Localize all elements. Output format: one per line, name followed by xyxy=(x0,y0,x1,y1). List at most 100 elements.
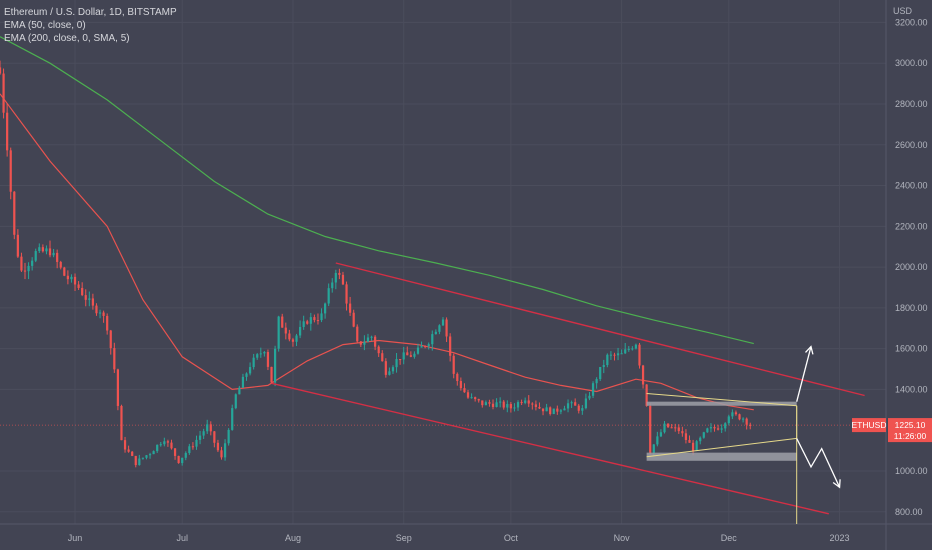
candle xyxy=(713,424,716,432)
candle-body xyxy=(649,405,652,453)
candle xyxy=(599,366,602,381)
candle xyxy=(309,312,312,331)
candle-body xyxy=(727,416,730,424)
candle xyxy=(220,446,223,460)
candle xyxy=(724,422,727,432)
candle-body xyxy=(549,407,552,415)
candle-body xyxy=(156,444,159,452)
candle xyxy=(459,377,462,391)
candle xyxy=(123,436,127,453)
candle-body xyxy=(659,432,663,437)
symbol-title: Ethereum / U.S. Dollar, 1D, BITSTAMP xyxy=(4,7,177,18)
candle xyxy=(316,313,320,325)
candle xyxy=(538,402,541,409)
candle xyxy=(191,442,195,450)
triangle-upper-line xyxy=(646,393,797,407)
candle-body xyxy=(720,428,723,430)
candle-body xyxy=(484,402,487,406)
candle xyxy=(27,262,30,280)
candle-body xyxy=(123,440,127,450)
candle-body xyxy=(252,357,255,368)
candle xyxy=(727,414,730,426)
candle-body xyxy=(677,427,680,432)
candle-body xyxy=(745,418,748,425)
candle xyxy=(456,372,459,386)
candle-body xyxy=(577,405,580,411)
candle xyxy=(377,345,380,357)
candle-body xyxy=(56,252,59,262)
candle-body xyxy=(27,265,30,272)
candle-body xyxy=(524,400,527,403)
candle-body xyxy=(338,272,341,275)
candle xyxy=(552,408,555,415)
candle xyxy=(341,271,345,286)
x-tick-label: Jun xyxy=(68,533,83,543)
candle xyxy=(56,249,59,269)
candle-body xyxy=(581,408,584,411)
candle-body xyxy=(370,336,373,338)
candle-body xyxy=(152,451,155,455)
candle-body xyxy=(9,150,12,192)
candle xyxy=(34,248,37,263)
candle xyxy=(256,353,259,360)
candle xyxy=(570,400,573,409)
candle xyxy=(206,419,209,434)
candle-body xyxy=(298,326,302,336)
candle-body xyxy=(552,408,555,415)
candle xyxy=(323,302,327,319)
candle-body xyxy=(688,439,691,443)
candle xyxy=(31,257,34,271)
candle xyxy=(238,385,241,395)
candle-body xyxy=(513,407,516,409)
candle-body xyxy=(6,112,9,151)
candle-body xyxy=(306,321,309,324)
candle xyxy=(634,343,638,350)
candle xyxy=(202,428,205,439)
candle-body xyxy=(313,317,316,321)
candle xyxy=(688,435,691,443)
candle-body xyxy=(624,349,627,354)
candle xyxy=(591,381,595,399)
candle xyxy=(602,359,605,374)
y-tick-label: 2400.00 xyxy=(895,181,928,191)
candle xyxy=(181,457,184,466)
candle xyxy=(495,398,498,408)
candle xyxy=(541,408,545,416)
candle-body xyxy=(502,401,505,408)
candle-body xyxy=(606,354,609,366)
candle xyxy=(395,352,398,373)
candle xyxy=(613,352,616,361)
candle-body xyxy=(284,327,287,334)
candle xyxy=(259,347,262,358)
candle xyxy=(677,424,680,434)
candle-body xyxy=(356,326,359,342)
candle-body xyxy=(516,402,520,408)
candle xyxy=(113,342,116,373)
candle xyxy=(420,341,423,348)
candle xyxy=(245,372,248,381)
candle xyxy=(195,435,198,450)
candle-body xyxy=(334,272,337,283)
candle xyxy=(427,342,430,350)
candle-body xyxy=(73,276,77,285)
candle-body xyxy=(474,397,477,400)
candle xyxy=(166,439,170,447)
candle-body xyxy=(741,418,745,420)
candle xyxy=(534,400,537,411)
candle xyxy=(588,392,591,401)
candle-body xyxy=(702,432,705,438)
candle xyxy=(549,406,552,416)
candle xyxy=(545,403,548,412)
y-tick-label: 3000.00 xyxy=(895,58,928,68)
candle-body xyxy=(138,458,141,466)
candle-body xyxy=(609,354,613,356)
candle xyxy=(295,333,298,347)
candle xyxy=(313,314,316,323)
candle xyxy=(445,317,448,343)
candle-body xyxy=(695,441,698,451)
candle-body xyxy=(534,404,537,407)
candle xyxy=(413,351,416,359)
candle-body xyxy=(309,317,312,324)
candle-body xyxy=(206,424,209,432)
